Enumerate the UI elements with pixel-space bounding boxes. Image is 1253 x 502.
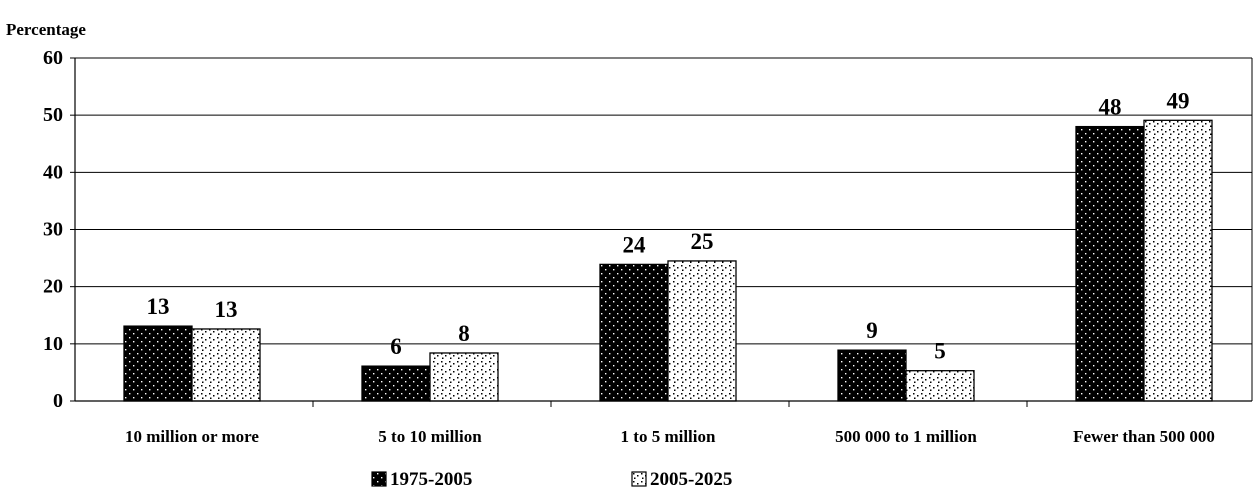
bar-2005-2025 xyxy=(429,352,499,402)
legend-swatch xyxy=(631,471,647,487)
bar-2005-2025 xyxy=(905,370,975,402)
data-label: 13 xyxy=(215,297,238,322)
bar-2005-2025 xyxy=(667,260,737,402)
bar-2005-2025 xyxy=(191,328,261,402)
data-label: 48 xyxy=(1099,95,1122,120)
legend-swatch xyxy=(371,471,387,487)
legend: 1975-2005 2005-2025 xyxy=(371,469,732,490)
y-tick-label: 40 xyxy=(43,161,63,183)
bar-1975-2005 xyxy=(599,263,669,402)
y-tick-label: 60 xyxy=(43,47,63,69)
legend-label: 1975-2005 xyxy=(390,469,472,490)
axes: 0 10 20 30 40 50 60 10 million or more 5 to 10 m… xyxy=(43,47,1253,446)
bar-2005-2025 xyxy=(1143,119,1213,402)
x-tick-label: Fewer than 500 000 xyxy=(1073,427,1215,446)
bar-1975-2005 xyxy=(361,365,431,402)
bar-1975-2005 xyxy=(837,349,907,402)
data-label: 5 xyxy=(934,339,946,364)
data-labels: 13 13 6 8 24 25 9 5 48 49 xyxy=(147,88,1190,363)
data-label: 13 xyxy=(147,294,170,319)
data-label: 24 xyxy=(623,232,647,257)
y-axis-label: Percentage xyxy=(6,20,86,39)
y-tick-label: 50 xyxy=(43,104,63,126)
bar-1975-2005 xyxy=(1075,125,1145,402)
data-label: 8 xyxy=(458,321,470,346)
x-tick-label: 10 million or more xyxy=(125,427,259,446)
x-tick-label: 5 to 10 million xyxy=(378,427,482,446)
data-label: 6 xyxy=(390,334,402,359)
y-tick-label: 30 xyxy=(43,219,63,241)
x-tick-label: 500 000 to 1 million xyxy=(835,427,977,446)
y-tick-label: 20 xyxy=(43,276,63,298)
data-label: 49 xyxy=(1167,88,1190,113)
data-label: 25 xyxy=(691,229,714,254)
y-tick-label: 10 xyxy=(43,333,63,355)
bars xyxy=(123,119,1213,402)
y-tick-label: 0 xyxy=(53,390,63,412)
data-label: 9 xyxy=(866,318,878,343)
bar-1975-2005 xyxy=(123,325,193,402)
legend-label: 2005-2025 xyxy=(650,469,732,490)
x-tick-label: 1 to 5 million xyxy=(621,427,716,446)
